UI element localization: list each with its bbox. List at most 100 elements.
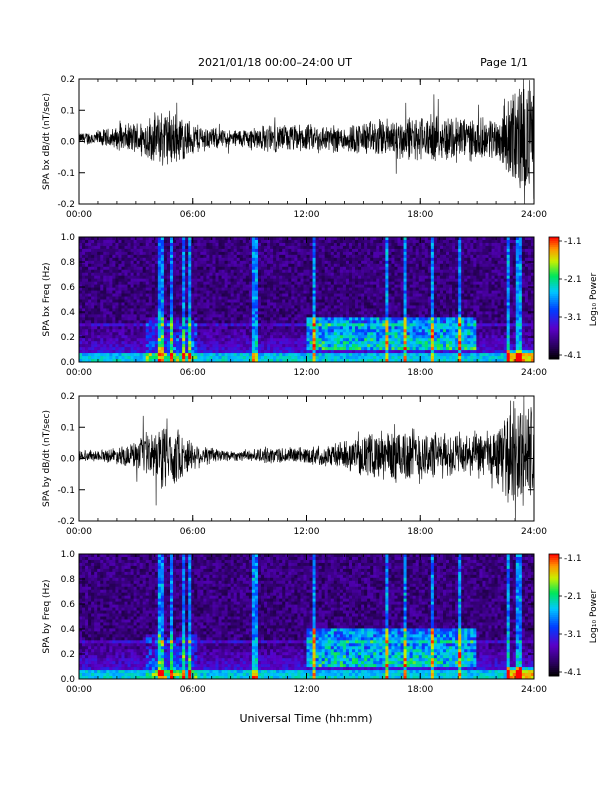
spectrogram-cell	[282, 239, 286, 244]
spectrogram-cell	[191, 287, 195, 291]
spectrogram-cell	[388, 338, 392, 342]
spectrogram-cell	[179, 254, 183, 259]
spectrogram-cell	[336, 317, 341, 321]
spectrogram-cell	[309, 356, 313, 360]
spectrogram-cell	[394, 242, 398, 247]
spectrogram-cell	[358, 329, 362, 333]
spectrogram-cell	[333, 311, 338, 315]
spectrogram-cell	[245, 263, 250, 268]
spectrogram-cell	[333, 356, 338, 360]
spectrogram-cell	[227, 245, 231, 250]
spectrogram-cell	[139, 237, 143, 241]
spectrogram-cell	[85, 293, 89, 297]
spectrogram-cell	[121, 275, 125, 279]
spectrogram-cell	[291, 272, 295, 276]
spectrogram-cell	[115, 290, 119, 294]
spectrogram-cell	[257, 353, 262, 357]
spectrogram-cell	[188, 335, 192, 339]
spectrogram-cell	[270, 275, 274, 279]
spectrogram-cell	[200, 320, 204, 324]
spectrogram-cell	[342, 347, 347, 351]
spectrogram-cell	[103, 329, 107, 333]
spectrogram-cell	[430, 266, 435, 271]
spectrogram-cell	[430, 344, 435, 348]
spectrogram-cell	[339, 296, 344, 300]
spectrogram-cell	[166, 257, 171, 262]
spectrogram-cell	[94, 284, 98, 288]
spectrogram-cell	[279, 353, 283, 357]
spectrogram-cell	[157, 338, 162, 342]
spectrogram-cell	[227, 254, 231, 259]
spectrogram-cell	[118, 257, 122, 262]
spectrogram-cell	[403, 272, 407, 276]
spectrogram-cell	[345, 278, 350, 282]
spectrogram-cell	[157, 356, 162, 360]
spectrogram-cell	[267, 293, 271, 297]
spectrogram-cell	[379, 266, 383, 271]
spectrogram-cell	[248, 305, 253, 309]
spectrogram-cell	[297, 287, 301, 291]
spectrogram-cell	[85, 332, 89, 336]
spectrogram-cell	[106, 341, 110, 345]
spectrogram-cell	[397, 353, 401, 357]
spectrogram-cell	[209, 326, 213, 330]
spectrogram-cell	[294, 266, 298, 271]
spectrogram-cell	[206, 284, 210, 288]
spectrogram-cell	[324, 245, 329, 250]
spectrogram-cell	[194, 326, 198, 330]
spectrogram-cell	[206, 308, 210, 312]
spectrogram-cell	[424, 356, 429, 360]
spectrogram-cell	[106, 302, 110, 306]
spectrogram-cell	[312, 263, 316, 268]
spectrogram-cell	[103, 237, 107, 241]
spectrogram-cell	[212, 332, 216, 336]
spectrogram-cell	[139, 245, 143, 250]
spectrogram-cell	[406, 260, 410, 265]
spectrogram-cell	[221, 245, 225, 250]
spectrogram-cell	[224, 311, 228, 315]
spectrogram-cell	[254, 326, 259, 330]
spectrogram-cell	[342, 260, 347, 265]
spectrogram-cell	[364, 320, 368, 324]
spectrogram-cell	[300, 329, 304, 333]
spectrogram-cell	[121, 323, 125, 327]
spectrogram-cell	[267, 353, 271, 357]
spectrogram-cell	[385, 287, 389, 291]
spectrogram-cell	[188, 254, 192, 259]
spectrogram-cell	[142, 335, 147, 339]
spectrogram-cell	[182, 311, 186, 315]
spectrogram-cell	[397, 332, 401, 336]
spectrogram-cell	[154, 257, 159, 262]
spectrogram-cell	[176, 305, 180, 309]
spectrogram-cell	[427, 305, 432, 309]
spectrogram-cell	[127, 332, 131, 336]
spectrogram-cell	[106, 311, 110, 315]
spectrogram-cell	[379, 302, 383, 306]
spectrogram-cell	[400, 248, 404, 253]
spectrogram-cell	[254, 239, 259, 244]
spectrogram-cell	[139, 296, 143, 300]
spectrogram-cell	[166, 341, 171, 345]
spectrogram-cell	[130, 344, 134, 348]
spectrogram-cell	[291, 320, 295, 324]
spectrogram-cell	[218, 290, 222, 294]
spectrogram-cell	[288, 329, 292, 333]
spectrogram-cell	[403, 284, 407, 288]
spectrogram-cell	[403, 239, 407, 244]
spectrogram-cell	[245, 356, 250, 360]
spectrogram-cell	[427, 281, 432, 285]
spectrogram-cell	[300, 338, 304, 342]
spectrogram-cell	[194, 320, 198, 324]
spectrogram-cell	[348, 242, 353, 247]
spectrogram-cell	[133, 314, 137, 318]
spectrogram-cell	[121, 284, 125, 288]
spectrogram-cell	[230, 237, 234, 241]
spectrogram-cell	[109, 272, 113, 276]
spectrogram-cell	[385, 329, 389, 333]
spectrogram-cell	[203, 347, 207, 351]
spectrogram-cell	[160, 338, 165, 342]
spectrogram-cell	[185, 311, 189, 315]
spectrogram-cell	[306, 359, 310, 363]
spectrogram-cell	[300, 353, 304, 357]
spectrogram-cell	[91, 290, 95, 294]
